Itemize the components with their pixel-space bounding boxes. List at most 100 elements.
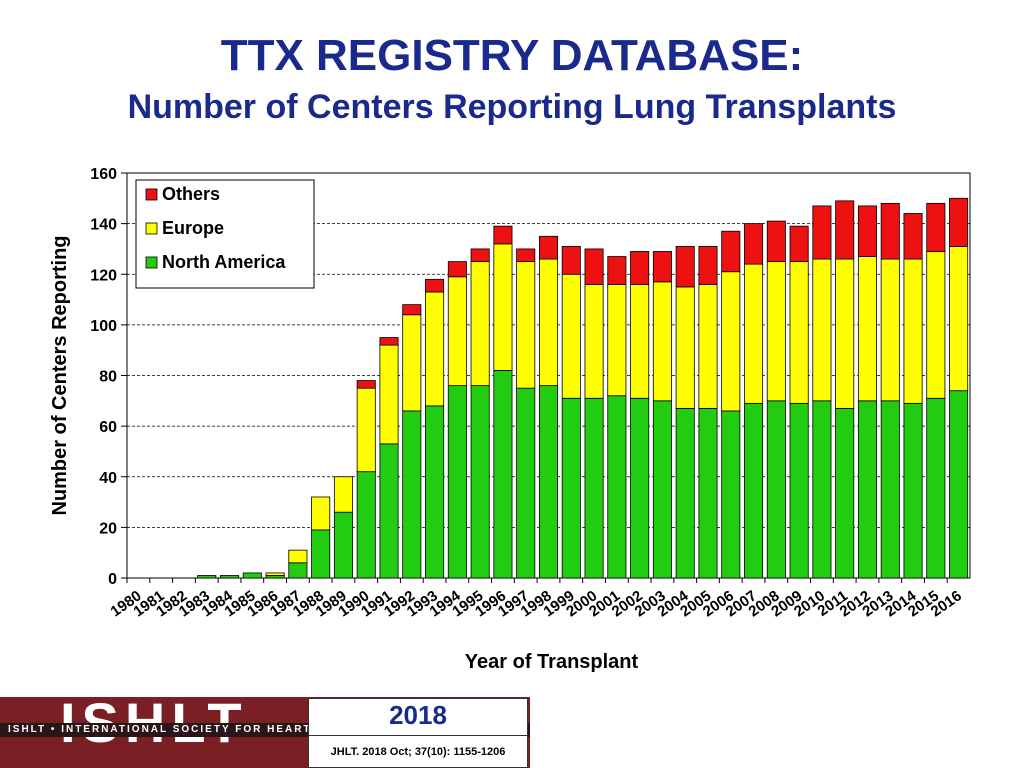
bar-north-america [675, 408, 695, 579]
bar-others [880, 202, 900, 260]
bar-north-america [197, 575, 217, 579]
bar-north-america [356, 471, 376, 579]
legend-swatch [145, 222, 158, 235]
bar-europe [812, 258, 832, 402]
bar-europe [630, 283, 650, 399]
bar-europe [538, 258, 559, 387]
bar-others [857, 205, 877, 257]
bar-europe [789, 261, 809, 404]
bar-others [812, 205, 832, 260]
bar-others [766, 220, 786, 262]
bar-europe [903, 258, 923, 404]
y-tick-label: 100 [90, 318, 117, 335]
bar-north-america [721, 410, 741, 579]
bar-europe [425, 291, 445, 407]
bar-others [584, 248, 604, 285]
bar-others [721, 230, 741, 273]
bar-europe [288, 549, 308, 564]
bar-north-america [812, 400, 832, 579]
bar-north-america [516, 387, 536, 579]
bar-europe [652, 281, 672, 402]
y-tick-label: 120 [90, 267, 117, 284]
bar-north-america [311, 529, 331, 579]
bar-others [447, 261, 467, 278]
x-axis-label: Year of Transplant [465, 651, 639, 673]
bar-others [493, 225, 513, 245]
y-tick-label: 80 [99, 369, 117, 386]
bar-others [516, 248, 536, 262]
bar-north-america [835, 408, 855, 579]
bar-europe [447, 276, 467, 387]
logo-letters: ISHLT [60, 695, 248, 751]
bar-europe [470, 261, 490, 387]
bar-north-america [607, 395, 627, 579]
bar-others [835, 200, 855, 260]
legend [135, 179, 315, 289]
bar-europe [379, 344, 399, 445]
bar-north-america [402, 410, 422, 579]
y-tick-label: 160 [90, 166, 117, 183]
bar-europe [698, 283, 718, 409]
legend-label: Others [162, 184, 220, 204]
bar-north-america [949, 390, 969, 579]
bar-north-america [493, 370, 513, 579]
logo-tagline: ISHLT • INTERNATIONAL SOCIETY FOR HEART … [8, 724, 517, 735]
bar-others [356, 380, 376, 389]
bar-north-america [880, 400, 900, 579]
bar-north-america [447, 385, 467, 579]
bar-north-america [652, 400, 672, 579]
y-tick-label: 60 [99, 419, 117, 436]
citation-box: 2018 JHLT. 2018 Oct; 37(10): 1155-1206 [308, 698, 528, 768]
bar-europe [493, 243, 513, 371]
bar-others [744, 223, 764, 265]
bar-north-america [857, 400, 877, 579]
bar-europe [402, 314, 422, 412]
bar-others [607, 256, 627, 285]
bar-europe [311, 496, 331, 531]
bar-north-america [903, 402, 923, 579]
bar-others [652, 251, 672, 283]
bar-north-america [630, 397, 650, 579]
bar-north-america [561, 397, 581, 579]
y-tick-label: 0 [108, 571, 117, 588]
bar-north-america [766, 400, 786, 579]
bar-north-america [379, 443, 399, 579]
bar-north-america [584, 397, 604, 579]
bar-europe [607, 283, 627, 397]
bar-europe [265, 572, 285, 576]
bar-north-america [698, 408, 718, 579]
bar-others [675, 246, 695, 288]
bar-others [379, 337, 399, 346]
page-subtitle: Number of Centers Reporting Lung Transpl… [127, 88, 897, 126]
citation-text: JHLT. 2018 Oct; 37(10): 1155-1206 [330, 746, 506, 758]
bar-europe [835, 258, 855, 409]
bar-north-america [744, 402, 764, 579]
bar-north-america [220, 575, 240, 579]
bar-europe [561, 273, 581, 399]
bar-europe [721, 271, 741, 412]
bar-others [789, 225, 809, 262]
bar-others [926, 202, 946, 252]
bar-north-america [425, 405, 445, 579]
bar-others [538, 235, 559, 260]
bar-others [561, 246, 581, 275]
bar-others [949, 197, 969, 247]
bar-others [402, 304, 422, 316]
bar-europe [949, 246, 969, 392]
bar-europe [675, 286, 695, 409]
stacked-bar-chart: 0204060801001201401601980198119821983198… [49, 166, 971, 673]
bar-europe [516, 261, 536, 389]
bar-europe [333, 476, 353, 513]
report-year: 2018 [389, 700, 447, 730]
legend-label: North America [162, 252, 286, 272]
bar-others [903, 213, 923, 260]
bar-north-america [470, 385, 490, 579]
y-tick-label: 20 [99, 520, 117, 537]
bar-europe [356, 387, 376, 473]
bar-europe [880, 258, 900, 402]
bar-europe [584, 283, 604, 399]
citation-divider [309, 735, 527, 736]
bar-north-america [242, 572, 262, 579]
bar-europe [926, 251, 946, 399]
bar-north-america [926, 397, 946, 579]
